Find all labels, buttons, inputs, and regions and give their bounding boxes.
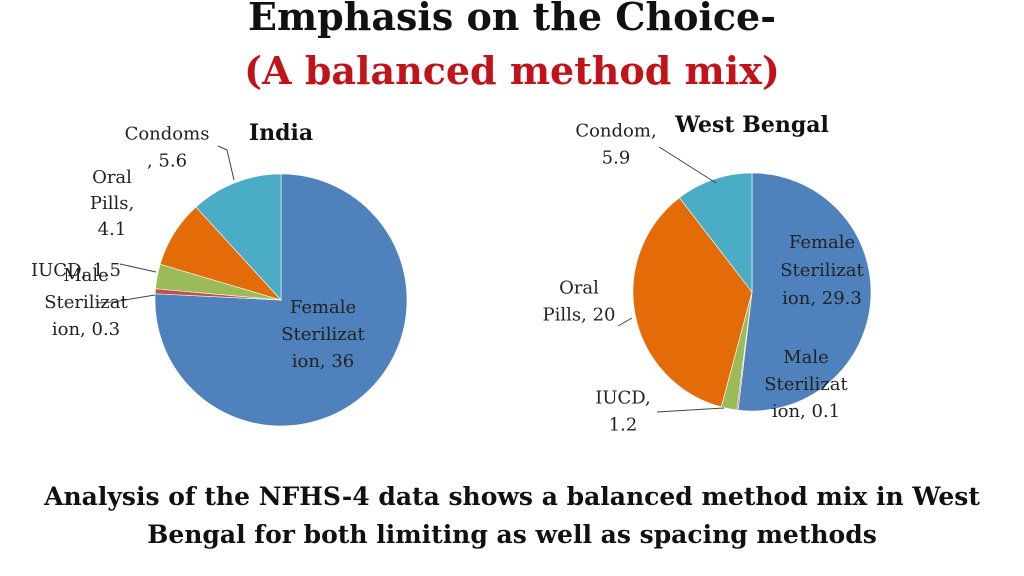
data-label-line: Female	[290, 297, 356, 318]
chart-title-india: India	[249, 120, 313, 146]
data-label-line: Sterilizat	[44, 292, 128, 313]
slice-india-female-sterilization	[154, 173, 408, 427]
data-label-line: IUCD, 1.5	[31, 260, 121, 281]
data-label-line: 1.2	[609, 415, 638, 436]
data-label-india-female-sterilization: Female Sterilizat ion, 36	[281, 297, 365, 372]
slice-west-bengal-condom	[678, 172, 753, 293]
leader-line-india-male-sterilization	[97, 294, 156, 304]
data-label-india-iucd: IUCD, 1.5	[31, 260, 121, 281]
slice-india-condoms	[195, 173, 282, 301]
data-label-line: Oral	[92, 167, 132, 188]
data-label-line: Pills,	[90, 193, 134, 214]
data-label-india-oral-pills: Oral Pills, 4.1	[90, 167, 134, 240]
data-label-line: Oral	[559, 278, 599, 299]
slice-west-bengal-female-sterilization	[737, 172, 872, 412]
data-label-line: 5.9	[602, 148, 631, 169]
leader-line-west-bengal-condom	[658, 146, 717, 184]
slide-subtitle: (A balanced method mix)	[244, 48, 780, 93]
analysis-note-line1: Analysis of the NFHS-4 data shows a bala…	[44, 482, 980, 511]
data-label-line: 4.1	[98, 219, 127, 240]
data-label-line: Condoms	[125, 124, 210, 145]
data-label-line: , 5.6	[147, 151, 187, 172]
data-label-line: ion, 29.3	[782, 288, 862, 309]
slide-title: Emphasis on the Choice-	[248, 0, 776, 39]
data-label-line: Female	[789, 232, 855, 253]
data-label-west-bengal-female-sterilization: Female Sterilizat ion, 29.3	[780, 232, 864, 309]
leader-line-india-iucd	[119, 263, 157, 273]
data-label-line: Male	[63, 265, 109, 286]
data-label-line: Sterilizat	[780, 260, 864, 281]
data-label-line: Sterilizat	[764, 374, 848, 395]
data-label-west-bengal-male-sterilization: Male Sterilizat ion, 0.1	[764, 347, 848, 422]
slice-west-bengal-oral-pills	[632, 197, 753, 408]
data-label-line: ion, 0.3	[52, 319, 120, 340]
analysis-note-line2: Bengal for both limiting as well as spac…	[147, 520, 877, 549]
leader-line-india-condoms	[217, 145, 235, 181]
data-label-india-condoms: Condoms , 5.6	[125, 124, 210, 172]
data-label-line: ion, 0.1	[772, 401, 840, 422]
data-label-line: IUCD,	[595, 388, 651, 409]
data-label-west-bengal-iucd: IUCD, 1.2	[595, 388, 651, 436]
data-label-line: Pills, 20	[543, 305, 616, 326]
data-label-line: Male	[783, 347, 829, 368]
data-label-west-bengal-oral-pills: Oral Pills, 20	[543, 278, 616, 326]
data-label-line: ion, 36	[292, 351, 355, 372]
data-label-india-male-sterilization: Male Sterilizat ion, 0.3	[44, 265, 128, 340]
leader-line-west-bengal-oral-pills	[617, 317, 633, 327]
leader-line-west-bengal-iucd	[656, 407, 725, 413]
data-label-line: Sterilizat	[281, 324, 365, 345]
pie-charts: India Female Sterilizat ion, 36 Male Steriliz…	[31, 112, 872, 436]
data-label-line: Condom,	[575, 121, 656, 142]
analysis-note: Analysis of the NFHS-4 data shows a bala…	[40, 478, 984, 554]
chart-title-west-bengal: West Bengal	[674, 112, 829, 138]
data-label-west-bengal-condom: Condom, 5.9	[575, 121, 656, 169]
